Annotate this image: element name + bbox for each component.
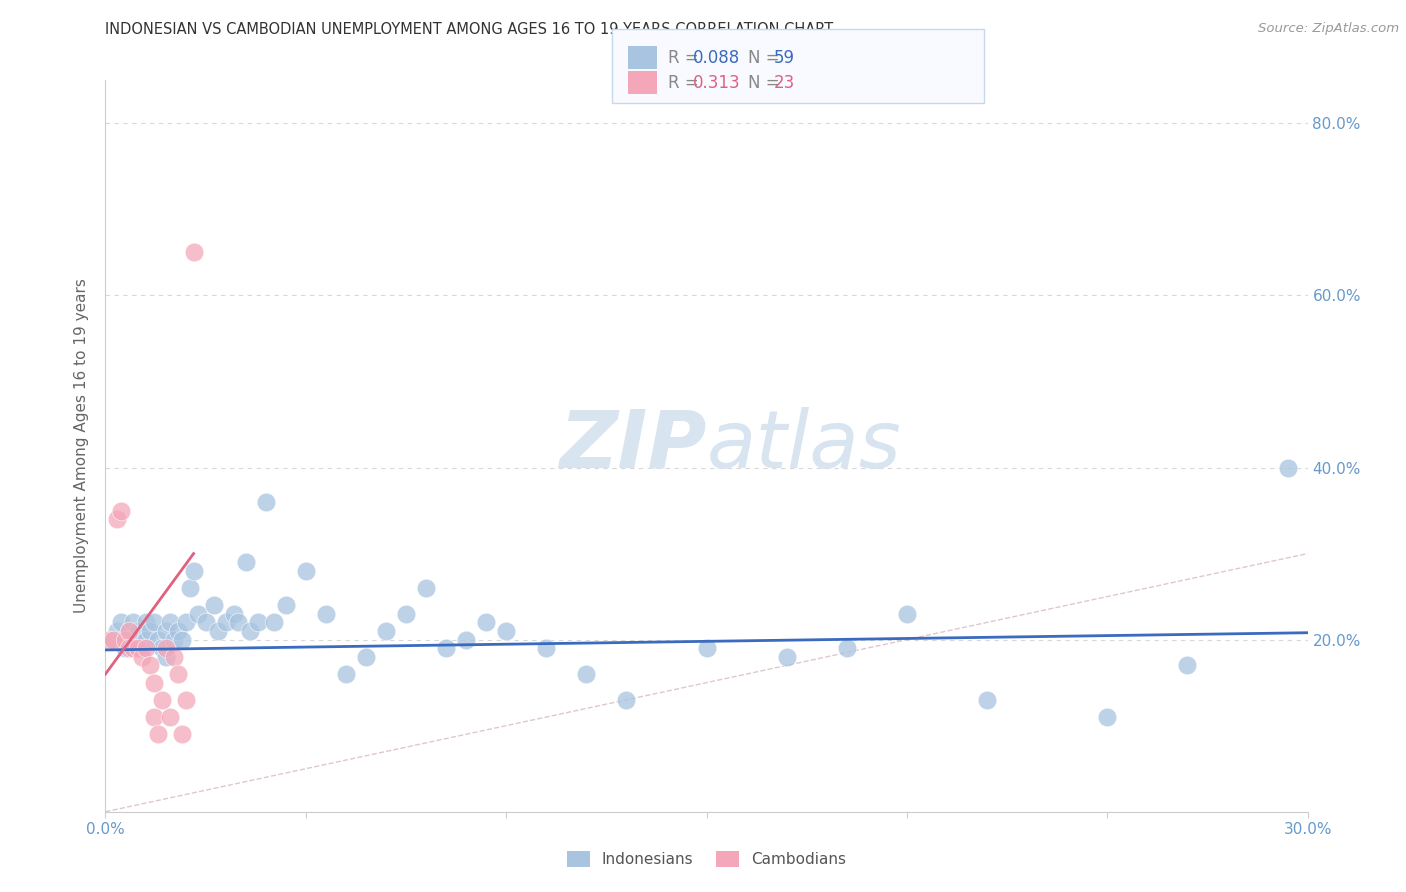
Point bbox=[222, 607, 245, 621]
Point bbox=[174, 693, 197, 707]
Point bbox=[142, 615, 165, 630]
Text: 0.088: 0.088 bbox=[693, 48, 741, 67]
Text: 59: 59 bbox=[773, 48, 794, 67]
Point bbox=[896, 607, 918, 621]
Point bbox=[135, 615, 157, 630]
Point bbox=[776, 649, 799, 664]
Point bbox=[150, 693, 173, 707]
Point bbox=[138, 658, 160, 673]
Point bbox=[155, 649, 177, 664]
Point bbox=[142, 675, 165, 690]
Text: R =: R = bbox=[668, 73, 704, 92]
Point bbox=[162, 649, 184, 664]
Text: 23: 23 bbox=[773, 73, 794, 92]
Point bbox=[170, 727, 193, 741]
Point bbox=[114, 641, 136, 656]
Point bbox=[135, 641, 157, 656]
Point bbox=[114, 632, 136, 647]
Text: ZIP: ZIP bbox=[560, 407, 707, 485]
Point bbox=[122, 615, 145, 630]
Point bbox=[239, 624, 262, 638]
Point bbox=[131, 641, 153, 656]
Text: Source: ZipAtlas.com: Source: ZipAtlas.com bbox=[1258, 22, 1399, 36]
Point bbox=[235, 555, 257, 569]
Point bbox=[187, 607, 209, 621]
Text: 0.313: 0.313 bbox=[693, 73, 741, 92]
Point bbox=[138, 624, 160, 638]
Point bbox=[118, 641, 141, 656]
Point bbox=[166, 667, 188, 681]
Point bbox=[150, 641, 173, 656]
Point bbox=[274, 598, 297, 612]
Point bbox=[475, 615, 498, 630]
Point bbox=[183, 564, 205, 578]
Point bbox=[315, 607, 337, 621]
Point bbox=[1097, 710, 1119, 724]
Point bbox=[107, 624, 129, 638]
Text: atlas: atlas bbox=[707, 407, 901, 485]
Point bbox=[575, 667, 598, 681]
Point bbox=[434, 641, 457, 656]
Text: N =: N = bbox=[748, 73, 785, 92]
Point bbox=[155, 641, 177, 656]
Point bbox=[159, 615, 181, 630]
Point bbox=[374, 624, 398, 638]
Point bbox=[696, 641, 718, 656]
Point bbox=[162, 632, 184, 647]
Point bbox=[103, 632, 125, 647]
Point bbox=[146, 632, 169, 647]
Point bbox=[107, 512, 129, 526]
Point bbox=[103, 632, 125, 647]
Y-axis label: Unemployment Among Ages 16 to 19 years: Unemployment Among Ages 16 to 19 years bbox=[75, 278, 90, 614]
Point bbox=[110, 615, 132, 630]
Point bbox=[835, 641, 858, 656]
Point bbox=[122, 632, 145, 647]
Point bbox=[131, 649, 153, 664]
Point bbox=[110, 503, 132, 517]
Point bbox=[263, 615, 285, 630]
Point bbox=[226, 615, 249, 630]
Point bbox=[179, 581, 201, 595]
Point bbox=[415, 581, 437, 595]
Point bbox=[495, 624, 517, 638]
Point bbox=[118, 624, 141, 638]
Point bbox=[202, 598, 225, 612]
Point bbox=[194, 615, 217, 630]
Point bbox=[395, 607, 418, 621]
Text: R =: R = bbox=[668, 48, 704, 67]
Point bbox=[170, 632, 193, 647]
Point bbox=[616, 693, 638, 707]
Point bbox=[214, 615, 236, 630]
Point bbox=[1177, 658, 1199, 673]
Point bbox=[295, 564, 318, 578]
Point bbox=[207, 624, 229, 638]
Point bbox=[254, 495, 277, 509]
Point bbox=[166, 624, 188, 638]
Point bbox=[335, 667, 357, 681]
Point bbox=[1277, 460, 1299, 475]
Point bbox=[174, 615, 197, 630]
Point bbox=[127, 641, 149, 656]
Point bbox=[155, 624, 177, 638]
Point bbox=[183, 245, 205, 260]
Point bbox=[159, 710, 181, 724]
Point bbox=[135, 632, 157, 647]
Point bbox=[127, 624, 149, 638]
Point bbox=[122, 641, 145, 656]
Point bbox=[146, 727, 169, 741]
Point bbox=[976, 693, 998, 707]
Text: N =: N = bbox=[748, 48, 785, 67]
Point bbox=[142, 710, 165, 724]
Text: INDONESIAN VS CAMBODIAN UNEMPLOYMENT AMONG AGES 16 TO 19 YEARS CORRELATION CHART: INDONESIAN VS CAMBODIAN UNEMPLOYMENT AMO… bbox=[105, 22, 834, 37]
Legend: Indonesians, Cambodians: Indonesians, Cambodians bbox=[561, 846, 852, 873]
Point bbox=[246, 615, 269, 630]
Point bbox=[534, 641, 557, 656]
Point bbox=[454, 632, 477, 647]
Point bbox=[354, 649, 377, 664]
Point bbox=[118, 624, 141, 638]
Point bbox=[98, 632, 121, 647]
